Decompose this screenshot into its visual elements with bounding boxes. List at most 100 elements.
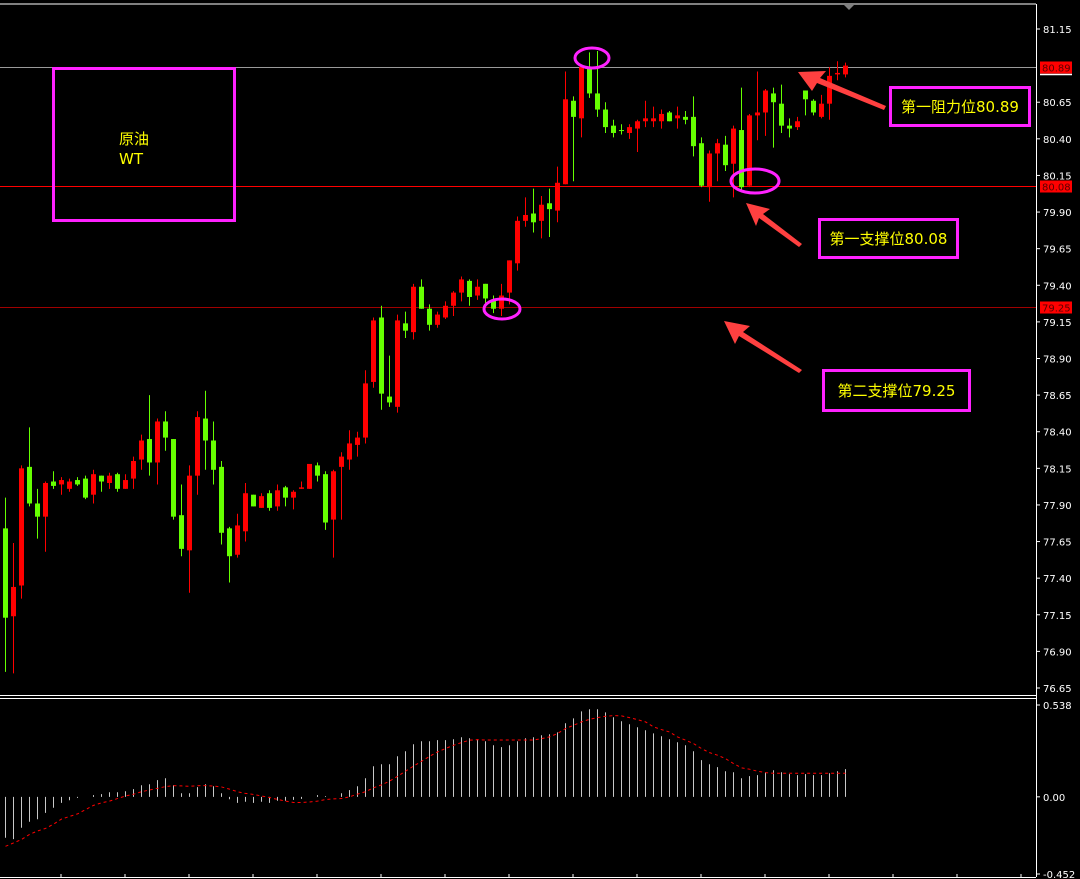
price-tick-label: 80.15: [1043, 171, 1072, 182]
candle-body: [291, 491, 296, 498]
level-price-tag: [1040, 301, 1072, 314]
support1-label: 第一支撑位80.08: [818, 218, 959, 259]
candle-body: [835, 72, 840, 75]
price-tick-label: 80.40: [1043, 135, 1072, 146]
candle-body: [179, 515, 184, 549]
candle-body: [451, 292, 456, 306]
candle-body: [259, 496, 264, 508]
macd-pane: 0.538 0.00 -0.452: [5, 701, 1075, 879]
price-tick-label: 77.40: [1043, 574, 1072, 585]
candle-body: [699, 143, 704, 186]
candle-body: [611, 125, 616, 133]
candle-body: [579, 67, 584, 119]
candle-body: [523, 214, 528, 221]
candle-body: [219, 466, 224, 533]
candle-body: [403, 323, 408, 331]
candle-body: [795, 121, 800, 128]
candle-body: [227, 528, 232, 557]
candle-body: [419, 286, 424, 309]
candle-body: [715, 143, 720, 154]
candle-body: [331, 471, 336, 520]
candle-body: [467, 280, 472, 297]
candle-body: [675, 115, 680, 119]
price-tick-label: 77.15: [1043, 611, 1072, 622]
candle-body: [315, 465, 320, 476]
price-axis: 81.15 80.65 80.40 80.15 79.90 79.65 79.40 79.15…: [1036, 25, 1072, 695]
candle-body: [531, 213, 536, 223]
level-price-label: 80.89: [1042, 64, 1071, 75]
candle-body: [499, 295, 504, 309]
candle-body: [763, 90, 768, 113]
candle-body: [755, 112, 760, 116]
candle-body: [275, 490, 280, 507]
candle-body: [659, 113, 664, 122]
candle-body: [75, 480, 80, 485]
candle-body: [203, 418, 208, 441]
candle-body: [395, 320, 400, 407]
candle-body: [147, 439, 152, 463]
symbol-name: 原油: [119, 130, 150, 148]
price-tick-label: 79.15: [1043, 318, 1072, 329]
arrows: [724, 71, 886, 373]
candle-body: [635, 121, 640, 129]
candle-body: [91, 474, 96, 495]
level-price-tag: [1040, 61, 1072, 74]
level-price-label: 80.08: [1042, 183, 1071, 194]
candle-body: [59, 480, 64, 485]
candle-body: [131, 461, 136, 479]
candle-body: [35, 503, 40, 517]
candle-body: [667, 112, 672, 122]
macd-tick-label: 0.00: [1043, 793, 1065, 804]
candle-body: [827, 75, 832, 104]
price-tick-label: 78.65: [1043, 391, 1072, 402]
candle-body: [323, 474, 328, 523]
candle-body: [587, 68, 592, 94]
candle-body: [163, 421, 168, 438]
candle-body: [459, 279, 464, 293]
arrow-support2-icon: [724, 321, 802, 373]
scroll-marker-icon[interactable]: [844, 5, 854, 10]
candle-body: [27, 466, 32, 504]
support1-text: 第一支撑位80.08: [829, 230, 948, 248]
candle-body: [515, 220, 520, 264]
candle-body: [539, 204, 544, 221]
candle-body: [563, 99, 568, 185]
candle-body: [739, 130, 744, 188]
candle-body: [171, 439, 176, 517]
candle-body: [779, 103, 784, 126]
candle-body: [283, 487, 288, 498]
arrow-support1-icon: [746, 203, 802, 247]
price-tick-label: 78.40: [1043, 428, 1072, 439]
candle-body: [507, 260, 512, 293]
price-tick-label: 81.15: [1043, 25, 1072, 36]
candle-body: [379, 317, 384, 394]
candle-body: [411, 286, 416, 333]
price-tick-label: 79.90: [1043, 208, 1072, 219]
chart-frame: [0, 3, 1037, 878]
candle-body: [547, 203, 552, 210]
annotation-marks: [482, 46, 886, 373]
symbol-code: WT: [119, 150, 143, 168]
candles: [3, 50, 848, 674]
candle-body: [771, 93, 776, 103]
candle-body: [387, 396, 392, 403]
candle-body: [251, 494, 256, 507]
candle-body: [651, 118, 656, 122]
candle-body: [355, 437, 360, 445]
price-tick-label: 78.15: [1043, 464, 1072, 475]
candle-body: [595, 93, 600, 110]
level-price-tag: [1040, 180, 1072, 193]
macd-tick-label: -0.452: [1043, 870, 1075, 879]
price-tick-label: 77.65: [1043, 538, 1072, 549]
candle-body: [819, 103, 824, 117]
price-tick-label: 80.65: [1043, 98, 1072, 109]
candle-body: [787, 125, 792, 129]
candle-body: [475, 286, 480, 296]
candle-body: [243, 493, 248, 532]
candle-body: [619, 130, 624, 132]
candle-body: [491, 299, 496, 309]
candle-body: [235, 525, 240, 555]
candle-body: [811, 100, 816, 113]
candle-body: [107, 475, 112, 483]
